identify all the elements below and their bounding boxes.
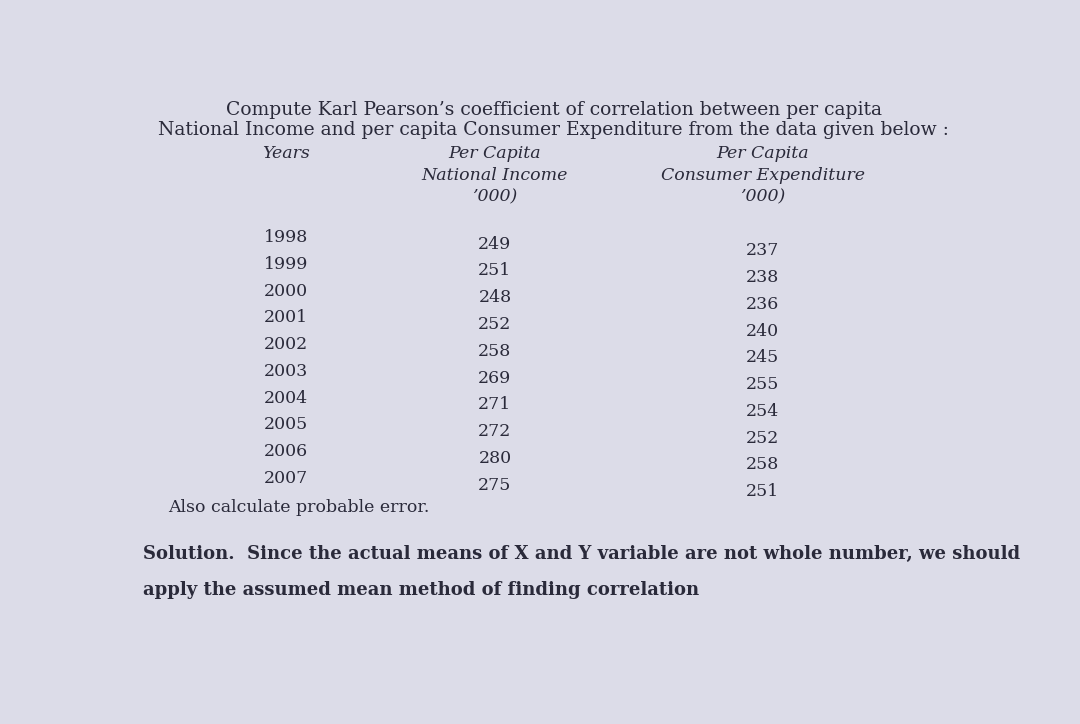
Text: Per Capita
National Income
’000): Per Capita National Income ’000)	[421, 146, 568, 206]
Text: 2000: 2000	[264, 282, 308, 300]
Text: Years: Years	[261, 146, 310, 162]
Text: 237: 237	[746, 243, 780, 259]
Text: 251: 251	[478, 263, 512, 279]
Text: 245: 245	[746, 350, 780, 366]
Text: 2006: 2006	[264, 443, 308, 460]
Text: 272: 272	[478, 423, 512, 440]
Text: 271: 271	[478, 396, 512, 413]
Text: 280: 280	[478, 450, 512, 467]
Text: 269: 269	[478, 369, 512, 387]
Text: 254: 254	[746, 403, 780, 420]
Text: 249: 249	[478, 236, 512, 253]
Text: 2003: 2003	[264, 363, 308, 380]
Text: 2004: 2004	[264, 390, 308, 407]
Text: 275: 275	[478, 476, 512, 494]
Text: 2007: 2007	[264, 470, 308, 487]
Text: Solution.  Since the actual means of X and Y variable are not whole number, we s: Solution. Since the actual means of X an…	[144, 545, 1021, 563]
Text: Compute Karl Pearson’s coefficient of correlation between per capita: Compute Karl Pearson’s coefficient of co…	[226, 101, 881, 119]
Text: 255: 255	[746, 376, 780, 393]
Text: National Income and per capita Consumer Expenditure from the data given below :: National Income and per capita Consumer …	[158, 122, 949, 140]
Text: 236: 236	[746, 296, 780, 313]
Text: Also calculate probable error.: Also calculate probable error.	[168, 500, 430, 516]
Text: 248: 248	[478, 290, 512, 306]
Text: 258: 258	[478, 342, 512, 360]
Text: 1998: 1998	[264, 229, 308, 246]
Text: 2001: 2001	[264, 309, 308, 327]
Text: 258: 258	[746, 457, 780, 473]
Text: 252: 252	[746, 430, 780, 447]
Text: Per Capita
Consumer Expenditure
’000): Per Capita Consumer Expenditure ’000)	[661, 146, 865, 206]
Text: 240: 240	[746, 323, 780, 340]
Text: 2002: 2002	[264, 336, 308, 353]
Text: 252: 252	[478, 316, 512, 333]
Text: 251: 251	[746, 483, 780, 500]
Text: apply the assumed mean method of finding correlation: apply the assumed mean method of finding…	[144, 581, 700, 599]
Text: 238: 238	[746, 269, 780, 286]
Text: 1999: 1999	[264, 256, 308, 273]
Text: 2005: 2005	[264, 416, 308, 434]
